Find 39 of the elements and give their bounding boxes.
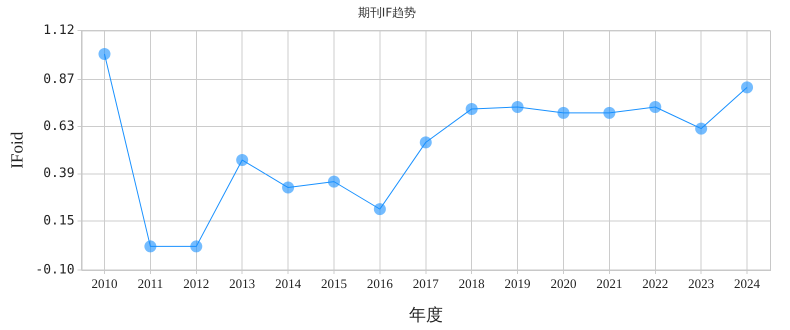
chart-title: 期刊IF趋势 (358, 5, 416, 20)
y-tick-label: 0.63 (43, 119, 75, 134)
x-tick-label: 2016 (366, 276, 394, 292)
point (420, 136, 432, 148)
x-tick-label: 2010 (91, 276, 118, 292)
x-tick-label: 2022 (642, 276, 668, 292)
point (603, 106, 616, 119)
point (374, 203, 386, 216)
point (512, 100, 524, 113)
x-tick-label: 2024 (734, 276, 761, 292)
x-tick-label: 2018 (458, 276, 485, 292)
point (695, 122, 708, 135)
y-tick-label: 0.87 (43, 72, 75, 87)
x-tick-label: 2015 (320, 276, 347, 292)
x-tick-label: 2023 (688, 276, 714, 292)
y-axis-title: IFoid (8, 131, 27, 169)
y-tick-label: 0.15 (43, 213, 75, 228)
point (190, 240, 202, 252)
x-tick-label: 2019 (504, 276, 531, 292)
x-tick-label: 2014 (275, 276, 302, 292)
x-tick-label: 2011 (138, 276, 164, 292)
point (741, 81, 754, 94)
x-tick-label: 2020 (550, 276, 576, 292)
y-tick-label: 1.12 (43, 22, 75, 38)
point (649, 100, 662, 113)
point (282, 182, 294, 194)
point (557, 106, 570, 119)
point (144, 240, 156, 252)
x-tick-label: 2021 (596, 276, 622, 292)
point (236, 154, 248, 166)
x-axis-title: 年度 (408, 305, 443, 324)
x-tick-label: 2013 (229, 276, 256, 292)
point (98, 48, 110, 60)
point (328, 176, 340, 188)
y-tick-label: 0.39 (43, 166, 75, 182)
text: -0.10 (35, 262, 75, 278)
x-tick-label: 2012 (183, 276, 210, 292)
point (466, 102, 478, 115)
x-tick-label: 2017 (412, 276, 440, 292)
